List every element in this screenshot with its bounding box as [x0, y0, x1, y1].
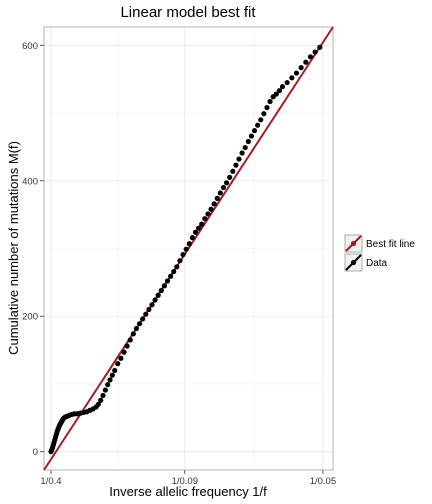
data-point: [155, 292, 161, 298]
data-point: [298, 65, 304, 71]
x-tick-label: 1/0.4: [40, 476, 61, 487]
data-point: [317, 44, 323, 50]
data-point: [199, 221, 205, 227]
data-point: [183, 246, 189, 252]
data-point: [312, 49, 318, 55]
legend-label-best-fit: Best fit line: [366, 239, 415, 250]
data-point: [180, 251, 186, 258]
data-point: [158, 287, 164, 294]
data-point: [105, 382, 111, 388]
data-point: [149, 302, 155, 308]
data-point: [152, 297, 158, 303]
data-point: [168, 273, 174, 279]
data-point: [118, 355, 124, 361]
data-point: [205, 211, 211, 217]
data-point: [109, 372, 115, 378]
data-point: [112, 367, 118, 374]
data-point: [95, 401, 101, 407]
data-point: [267, 98, 273, 105]
data-point: [227, 174, 233, 180]
y-tick-label: 600: [22, 41, 38, 52]
data-point: [255, 122, 261, 128]
data-point: [143, 311, 149, 317]
data-point: [130, 331, 136, 337]
grid-lines: [44, 27, 333, 470]
data-point: [251, 128, 258, 134]
axis-ticks: 1/0.4 1/0.09 1/0.05 0 200 400 600: [22, 41, 336, 487]
data-point: [233, 162, 239, 168]
data-point: [107, 377, 113, 383]
data-point: [217, 190, 223, 196]
legend-point-best-fit: [350, 240, 357, 247]
data-point: [230, 168, 236, 174]
data-point: [202, 216, 208, 222]
x-axis-title: Inverse allelic frequency 1/f: [109, 484, 267, 499]
data-point: [236, 156, 242, 162]
data-point: [186, 241, 192, 247]
data-point: [307, 54, 314, 60]
chart-title: Linear model best fit: [120, 4, 256, 21]
data-point: [239, 150, 245, 156]
y-tick-label: 400: [22, 176, 38, 187]
y-axis-title: Cumulative number of mutations M(f): [6, 141, 21, 355]
data-point: [192, 229, 199, 235]
data-point: [303, 59, 309, 65]
data-point: [284, 79, 290, 86]
legend-point-data: [350, 259, 357, 266]
data-point: [189, 235, 195, 241]
legend: Best fit line Data: [344, 234, 415, 272]
data-point: [146, 306, 152, 313]
data-point: [258, 117, 264, 123]
data-point: [214, 195, 220, 201]
legend-label-data: Data: [366, 258, 388, 269]
x-tick-label: 1/0.05: [310, 476, 336, 487]
data-point: [102, 387, 108, 393]
data-point: [242, 144, 248, 151]
data-point: [264, 105, 270, 111]
data-point: [140, 316, 146, 322]
data-point: [115, 361, 121, 367]
data-point: [161, 283, 168, 289]
data-point: [279, 84, 286, 90]
data-point: [124, 343, 130, 349]
data-point: [208, 206, 214, 212]
data-layer: [43, 26, 334, 471]
data-point: [220, 184, 227, 191]
data-point: [195, 225, 202, 231]
x-tick-label: 1/0.09: [172, 476, 198, 487]
data-point: [98, 397, 104, 403]
y-tick-label: 200: [22, 312, 38, 323]
data-point: [276, 88, 282, 94]
data-point: [273, 91, 279, 97]
data-point: [171, 268, 177, 275]
data-point: [100, 392, 106, 399]
data-point: [211, 201, 217, 207]
data-point: [177, 258, 183, 264]
data-point: [133, 325, 140, 332]
data-point: [121, 349, 127, 355]
data-point: [174, 264, 180, 270]
y-tick-label: 0: [33, 447, 38, 458]
data-point: [223, 180, 230, 186]
data-point: [293, 70, 300, 76]
data-point: [245, 138, 251, 145]
data-point: [261, 111, 267, 117]
data-point: [136, 321, 143, 327]
data-point: [127, 337, 133, 343]
data-point: [164, 278, 171, 284]
data-point: [289, 75, 295, 81]
data-point: [248, 133, 255, 139]
